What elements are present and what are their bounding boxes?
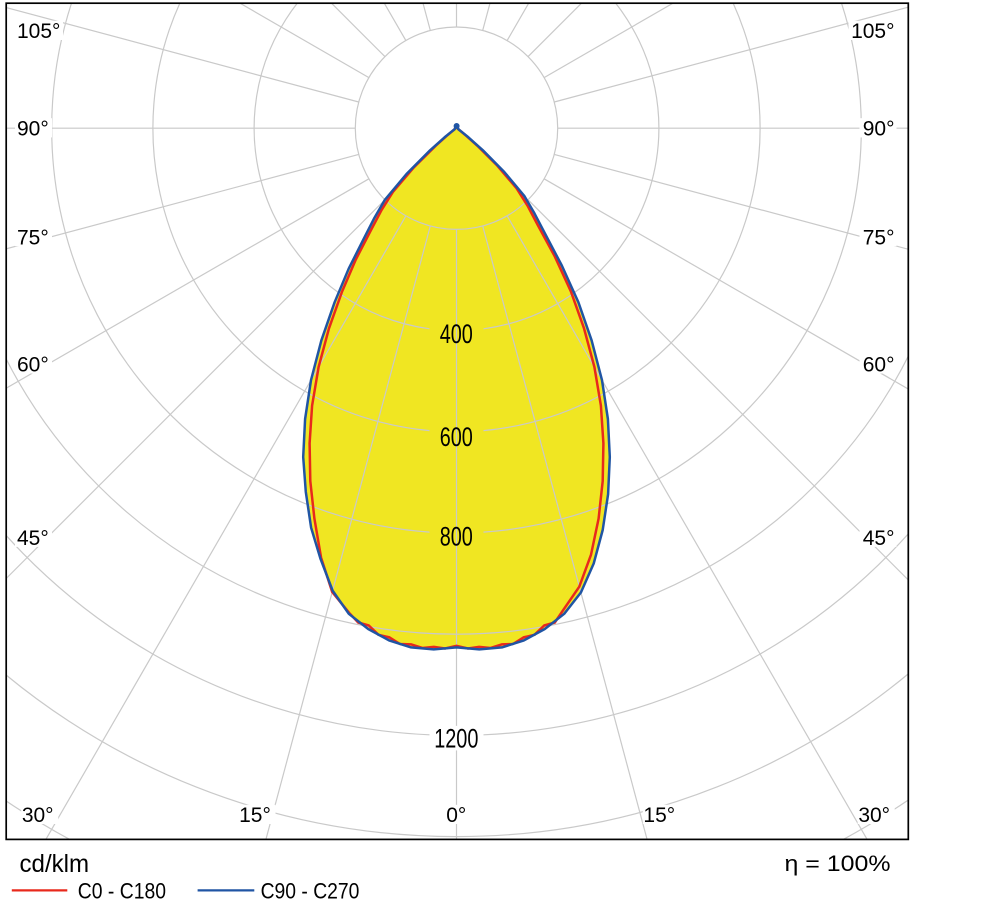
svg-text:60°: 60° — [17, 354, 49, 377]
svg-text:η = 100%: η = 100% — [785, 851, 891, 876]
svg-text:15°: 15° — [239, 804, 271, 827]
svg-text:75°: 75° — [17, 226, 49, 249]
svg-text:400: 400 — [440, 319, 473, 349]
svg-text:cd/klm: cd/klm — [20, 850, 90, 878]
svg-text:90°: 90° — [863, 118, 895, 141]
svg-text:90°: 90° — [17, 118, 49, 141]
svg-text:30°: 30° — [858, 804, 890, 827]
svg-text:800: 800 — [440, 522, 473, 552]
svg-text:C0 - C180: C0 - C180 — [78, 879, 166, 904]
svg-text:600: 600 — [440, 422, 473, 452]
svg-text:60°: 60° — [863, 354, 895, 377]
svg-text:15°: 15° — [643, 804, 675, 827]
svg-text:105°: 105° — [851, 20, 894, 43]
svg-text:C90 - C270: C90 - C270 — [261, 879, 360, 904]
svg-text:75°: 75° — [863, 226, 895, 249]
svg-text:105°: 105° — [17, 20, 60, 43]
svg-text:45°: 45° — [17, 527, 49, 550]
svg-text:45°: 45° — [863, 527, 895, 550]
svg-text:1200: 1200 — [434, 724, 478, 754]
svg-text:30°: 30° — [22, 804, 54, 827]
svg-text:0°: 0° — [446, 804, 466, 827]
